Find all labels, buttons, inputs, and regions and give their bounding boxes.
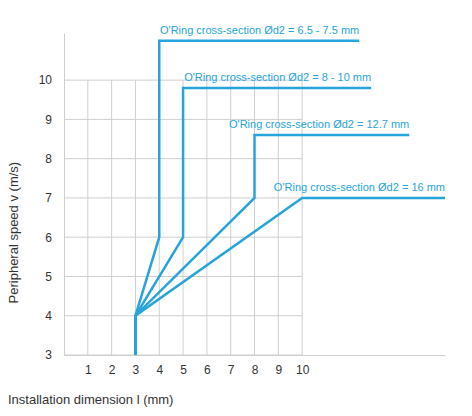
x-tick: 6 (204, 355, 211, 377)
y-tick: 5 (45, 270, 64, 284)
x-tick: 9 (275, 355, 282, 377)
x-tick-label: 1 (85, 363, 92, 377)
y-tick-label: 6 (45, 231, 52, 245)
plot-area: 1 2 3 4 5 6 7 8 9 10 3 4 5 6 7 8 9 10 O'Ring cross-section… (39, 24, 446, 377)
x-axis-line (65, 355, 446, 356)
y-tick-label: 4 (45, 309, 52, 323)
grid-line-x (206, 80, 207, 355)
grid-line-x (87, 80, 88, 355)
series-line (135, 135, 409, 355)
y-axis: 3 4 5 6 7 8 9 10 (39, 34, 65, 363)
series-label: O'Ring cross-section Ød2 = 16 mm (274, 181, 445, 193)
y-tick: 10 (39, 73, 64, 87)
y-tick-label: 5 (45, 270, 52, 284)
x-tick-label: 9 (275, 363, 282, 377)
x-axis: 1 2 3 4 5 6 7 8 9 10 (65, 355, 446, 377)
x-tick: 1 (85, 355, 92, 377)
x-tick: 7 (228, 355, 235, 377)
y-tick: 7 (45, 191, 64, 205)
y-tick-label: 7 (45, 191, 52, 205)
grid-line-y (64, 276, 302, 277)
y-tick: 4 (45, 309, 64, 323)
x-tick: 2 (109, 355, 116, 377)
chart: 1 2 3 4 5 6 7 8 9 10 3 4 5 6 7 8 9 10 O'Ring cross-section… (0, 0, 472, 416)
y-tick: 8 (45, 152, 64, 166)
x-tick-label: 6 (204, 363, 211, 377)
x-tick: 3 (133, 355, 140, 377)
series-labels: O'Ring cross-section Ød2 = 6.5 - 7.5 mm O… (160, 24, 445, 193)
series-label: O'Ring cross-section Ød2 = 8 - 10 mm (184, 71, 371, 83)
x-axis-title: Installation dimension l (mm) (8, 392, 173, 407)
y-tick: 3 (45, 348, 64, 362)
y-tick-label: 10 (39, 73, 53, 87)
grid-line-y (64, 315, 302, 316)
x-tick-label: 7 (228, 363, 235, 377)
x-tick-label: 3 (133, 363, 140, 377)
y-axis-title: Peripheral speed v (m/s) (6, 162, 21, 304)
y-tick-label: 3 (45, 348, 52, 362)
series-label: O'Ring cross-section Ød2 = 12.7 mm (229, 118, 409, 130)
x-tick: 10 (296, 355, 310, 377)
x-tick: 4 (156, 355, 163, 377)
x-tick-label: 8 (252, 363, 259, 377)
y-tick-label: 8 (45, 152, 52, 166)
series-line (135, 198, 445, 355)
x-tick-label: 4 (156, 363, 163, 377)
series-label: O'Ring cross-section Ød2 = 6.5 - 7.5 mm (160, 24, 359, 36)
x-tick-label: 2 (109, 363, 116, 377)
x-tick: 5 (180, 355, 187, 377)
series-lines (135, 41, 445, 355)
grid-line-x (111, 80, 112, 355)
x-tick-label: 5 (180, 363, 187, 377)
y-tick: 6 (45, 231, 64, 245)
x-tick-label: 10 (296, 363, 310, 377)
y-axis-line (64, 34, 65, 356)
y-tick: 9 (45, 113, 64, 127)
y-tick-label: 9 (45, 113, 52, 127)
x-tick: 8 (252, 355, 259, 377)
